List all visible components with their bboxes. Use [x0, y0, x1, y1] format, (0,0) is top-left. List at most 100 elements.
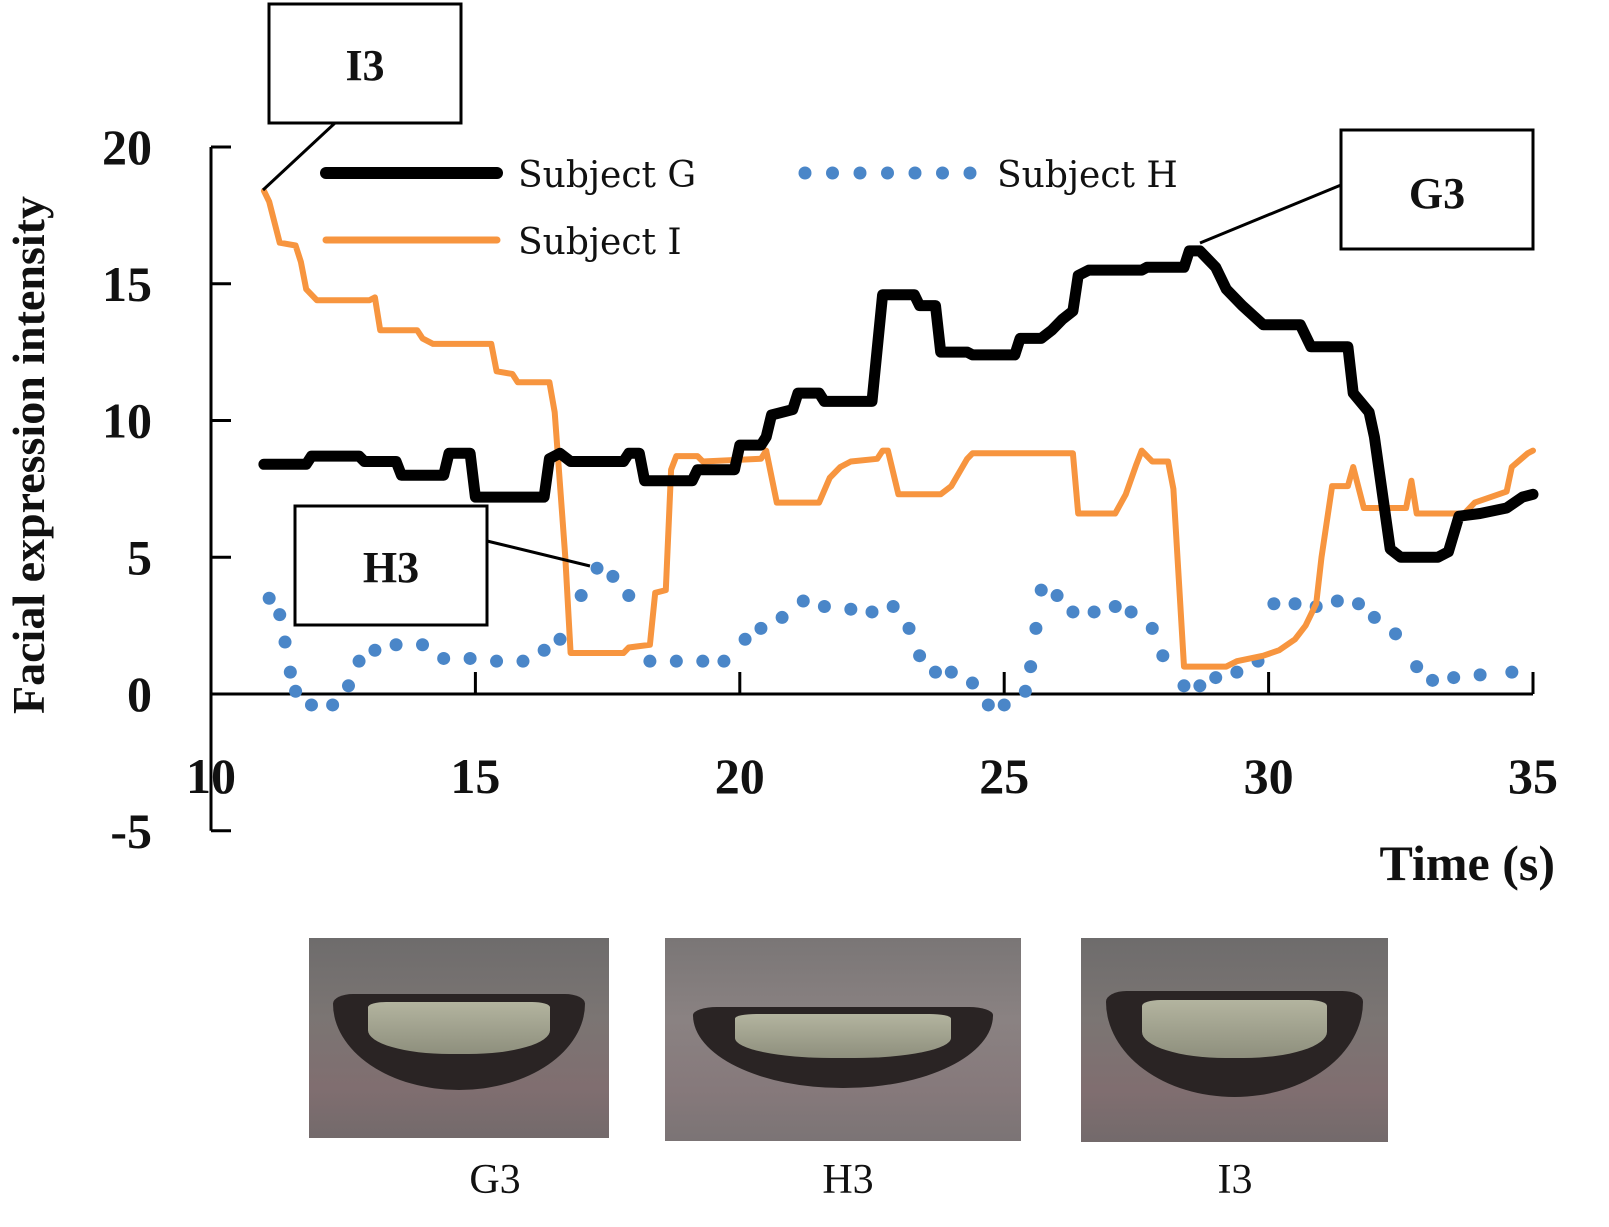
data-point-subject-h: [1029, 621, 1043, 635]
data-point-subject-h: [516, 654, 530, 668]
data-point-subject-h: [796, 594, 810, 608]
legend-dot: [936, 166, 949, 180]
chart: 20 15 10 5 0 -5 10 15 20 25 30 35 Subject G Subject…: [3, 2, 1558, 891]
mouth-image: [1105, 991, 1364, 1098]
data-point-subject-h: [754, 621, 768, 635]
legend: Subject G Subject H Subject I: [320, 155, 1178, 263]
data-point-subject-h: [1330, 594, 1344, 608]
photo-caption-i3: I3: [1218, 1157, 1253, 1203]
series-line-subject-g: [258, 245, 1539, 563]
data-point-subject-h: [1024, 660, 1038, 674]
data-point-subject-h: [1034, 583, 1048, 597]
photo-h3: [665, 938, 1021, 1141]
data-point-subject-h: [981, 698, 995, 712]
annotations: I3 H3 G3: [261, 2, 1535, 627]
photo-caption-h3: H3: [822, 1157, 873, 1203]
data-point-subject-h: [1193, 679, 1207, 693]
series-line-subject-i: [260, 187, 1536, 670]
data-point-subject-h: [1267, 597, 1281, 611]
data-point-subject-h: [669, 654, 683, 668]
data-point-subject-h: [326, 698, 340, 712]
data-point-subject-h: [283, 665, 297, 679]
data-point-subject-h: [416, 638, 430, 652]
data-point-subject-h: [1447, 671, 1461, 685]
data-point-subject-h: [1288, 597, 1302, 611]
data-point-subject-h: [1124, 605, 1138, 619]
data-point-subject-h: [844, 602, 858, 616]
legend-dot: [826, 166, 839, 180]
y-tick-label: 20: [102, 119, 152, 175]
annotation-box-g3: [1339, 128, 1535, 251]
mouth-image: [693, 1007, 993, 1089]
data-point-subject-h: [997, 698, 1011, 712]
data-point-subject-h: [590, 561, 604, 575]
annotation-box-i3: [267, 2, 463, 125]
data-point-subject-h: [865, 605, 879, 619]
data-point-subject-h: [1473, 668, 1487, 682]
legend-dot: [963, 166, 977, 180]
x-tick-label: 25: [979, 748, 1029, 804]
data-point-subject-h: [643, 654, 657, 668]
x-tick-label: 30: [1244, 748, 1294, 804]
y-tick-label: 15: [102, 256, 152, 312]
data-point-subject-h: [1087, 605, 1101, 619]
data-point-subject-h: [352, 654, 366, 668]
data-point-subject-h: [1410, 660, 1424, 674]
data-point-subject-h: [273, 608, 287, 622]
annotation-label-h3: H3: [363, 543, 419, 592]
annotation-leader-i3: [261, 121, 337, 192]
data-point-subject-h: [289, 684, 303, 698]
data-point-subject-h: [537, 643, 551, 657]
legend-dot: [908, 166, 922, 180]
y-tick-label: -5: [110, 803, 152, 859]
legend-dot: [853, 166, 867, 180]
data-point-subject-h: [437, 651, 451, 665]
data-point-subject-h: [389, 638, 403, 652]
data-point-subject-h: [262, 591, 276, 605]
mouth-image: [333, 994, 585, 1090]
data-point-subject-h: [717, 654, 731, 668]
data-point-subject-h: [913, 649, 927, 663]
legend-dot: [798, 166, 812, 180]
legend-label-subject-i: Subject I: [518, 222, 682, 263]
photo-caption-g3: G3: [469, 1157, 520, 1203]
data-point-subject-h: [944, 665, 958, 679]
data-point-subject-h: [1156, 649, 1170, 663]
x-axis-title: Time (s): [1380, 835, 1555, 891]
x-tick-label: 15: [450, 748, 500, 804]
y-tick-label: 10: [102, 393, 152, 449]
x-tick-label: 10: [186, 748, 236, 804]
data-point-subject-h: [1177, 679, 1191, 693]
data-point-subject-h: [738, 632, 752, 646]
data-point-subject-h: [574, 589, 588, 603]
data-point-subject-h: [463, 651, 477, 665]
data-point-subject-h: [490, 654, 504, 668]
data-point-subject-h: [368, 643, 382, 657]
y-tick-label: 0: [127, 666, 152, 722]
data-point-subject-h: [1066, 605, 1080, 619]
y-tick-label: 5: [127, 529, 152, 585]
data-point-subject-h: [1426, 673, 1440, 687]
annotation-label-i3: I3: [345, 41, 384, 90]
data-point-subject-h: [886, 599, 900, 613]
data-point-subject-h: [965, 676, 979, 690]
data-point-subject-h: [1145, 621, 1159, 635]
data-point-subject-h: [1108, 599, 1122, 613]
annotation-label-g3: G3: [1409, 169, 1465, 218]
data-point-subject-h: [1018, 684, 1032, 698]
data-point-subject-h: [696, 654, 710, 668]
data-point-subject-h: [1389, 627, 1403, 641]
x-tick-label: 20: [715, 748, 765, 804]
photo-g3: [309, 938, 609, 1138]
data-point-subject-h: [1209, 671, 1223, 685]
annotation-leader-g3: [1199, 183, 1342, 245]
data-point-subject-h: [1367, 610, 1381, 624]
annotation-leader-h3: [486, 539, 591, 568]
data-point-subject-h: [553, 632, 567, 646]
data-point-subject-h: [817, 599, 831, 613]
y-axis-title: Facial expression intensity: [3, 196, 54, 714]
data-point-subject-h: [606, 569, 620, 583]
data-point-subject-h: [1351, 597, 1365, 611]
legend-label-subject-g: Subject G: [518, 155, 696, 196]
legend-label-subject-h: Subject H: [997, 155, 1178, 196]
